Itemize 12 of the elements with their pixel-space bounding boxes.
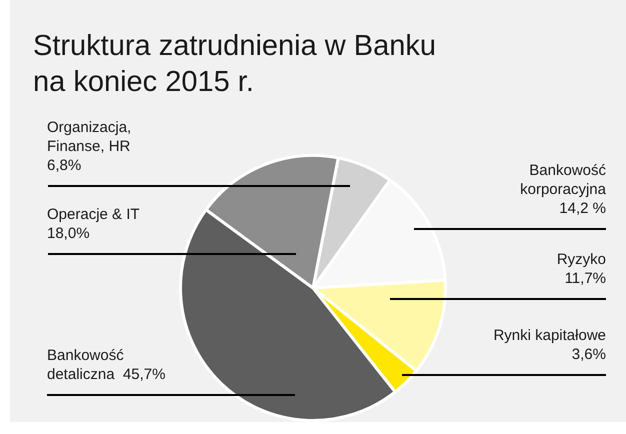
data-label: 11,7% bbox=[564, 270, 606, 287]
chart-title: Struktura zatrudnienia w Banku na koniec 2015 r. bbox=[33, 29, 437, 100]
data-label: 14,2 % bbox=[559, 200, 606, 217]
data-label: 18,0% bbox=[47, 225, 90, 242]
slice-label: Ryzyko bbox=[556, 251, 606, 268]
slice-label: Bankowość korporacyjna bbox=[520, 162, 607, 198]
data-label: 6,8% bbox=[47, 157, 82, 174]
slice-label: Bankowość detaliczna 45,7% bbox=[47, 347, 166, 383]
slice-label: Rynki kapitałowe bbox=[493, 327, 606, 344]
data-label: 3,6% bbox=[572, 346, 606, 363]
slice-label: Organizacja, Finanse, HR bbox=[47, 119, 132, 155]
slice-label: Operacje & IT bbox=[47, 206, 140, 223]
